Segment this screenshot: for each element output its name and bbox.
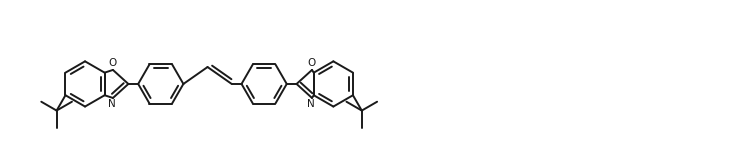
Text: N: N (108, 99, 116, 110)
Text: O: O (308, 58, 316, 69)
Text: O: O (108, 58, 117, 69)
Text: N: N (307, 99, 315, 110)
